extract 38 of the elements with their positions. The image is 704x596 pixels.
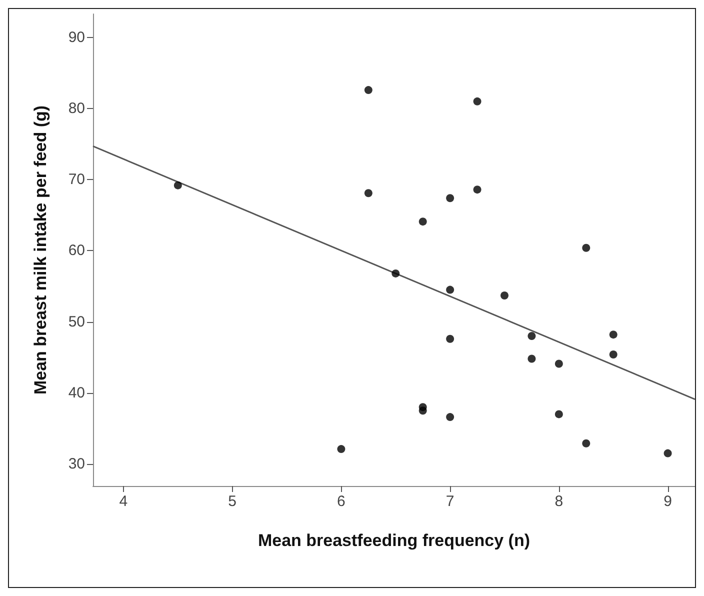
point [528,332,536,340]
y-tick-label: 90 [68,28,85,46]
point [554,360,563,368]
point [473,186,482,194]
point [446,334,454,343]
point [446,194,454,202]
point [528,354,536,363]
point [609,350,618,358]
x-tick-label: 6 [337,493,346,510]
x-tick-label: 5 [228,493,237,510]
x-tick-label: 4 [119,493,128,510]
point [473,97,482,106]
point [554,410,563,418]
point [364,86,372,94]
point [418,406,427,415]
y-tick-label: 70 [68,171,85,188]
point [609,330,618,339]
y-tick-label: 60 [68,242,85,260]
point [664,449,672,458]
x-tick-label: 9 [664,493,672,510]
x-axis-title: Mean breastfeeding frequency (n) [258,531,530,550]
y-tick-label: 40 [68,384,85,402]
y-tick-label: 30 [68,455,85,472]
point [582,439,590,448]
y-tick-label: 50 [68,313,85,330]
x-tick-label: 7 [446,493,454,510]
y-tick-label: 80 [68,100,85,118]
x-tick-label: 8 [554,493,564,510]
point [500,291,508,300]
point [446,413,454,422]
point [446,286,454,294]
y-axis-title: Mean breast milk intake per feed (g) [31,105,50,395]
point [174,181,182,190]
point [418,218,427,226]
point [392,269,400,278]
point [582,244,590,252]
point [364,189,372,198]
point [337,445,346,454]
